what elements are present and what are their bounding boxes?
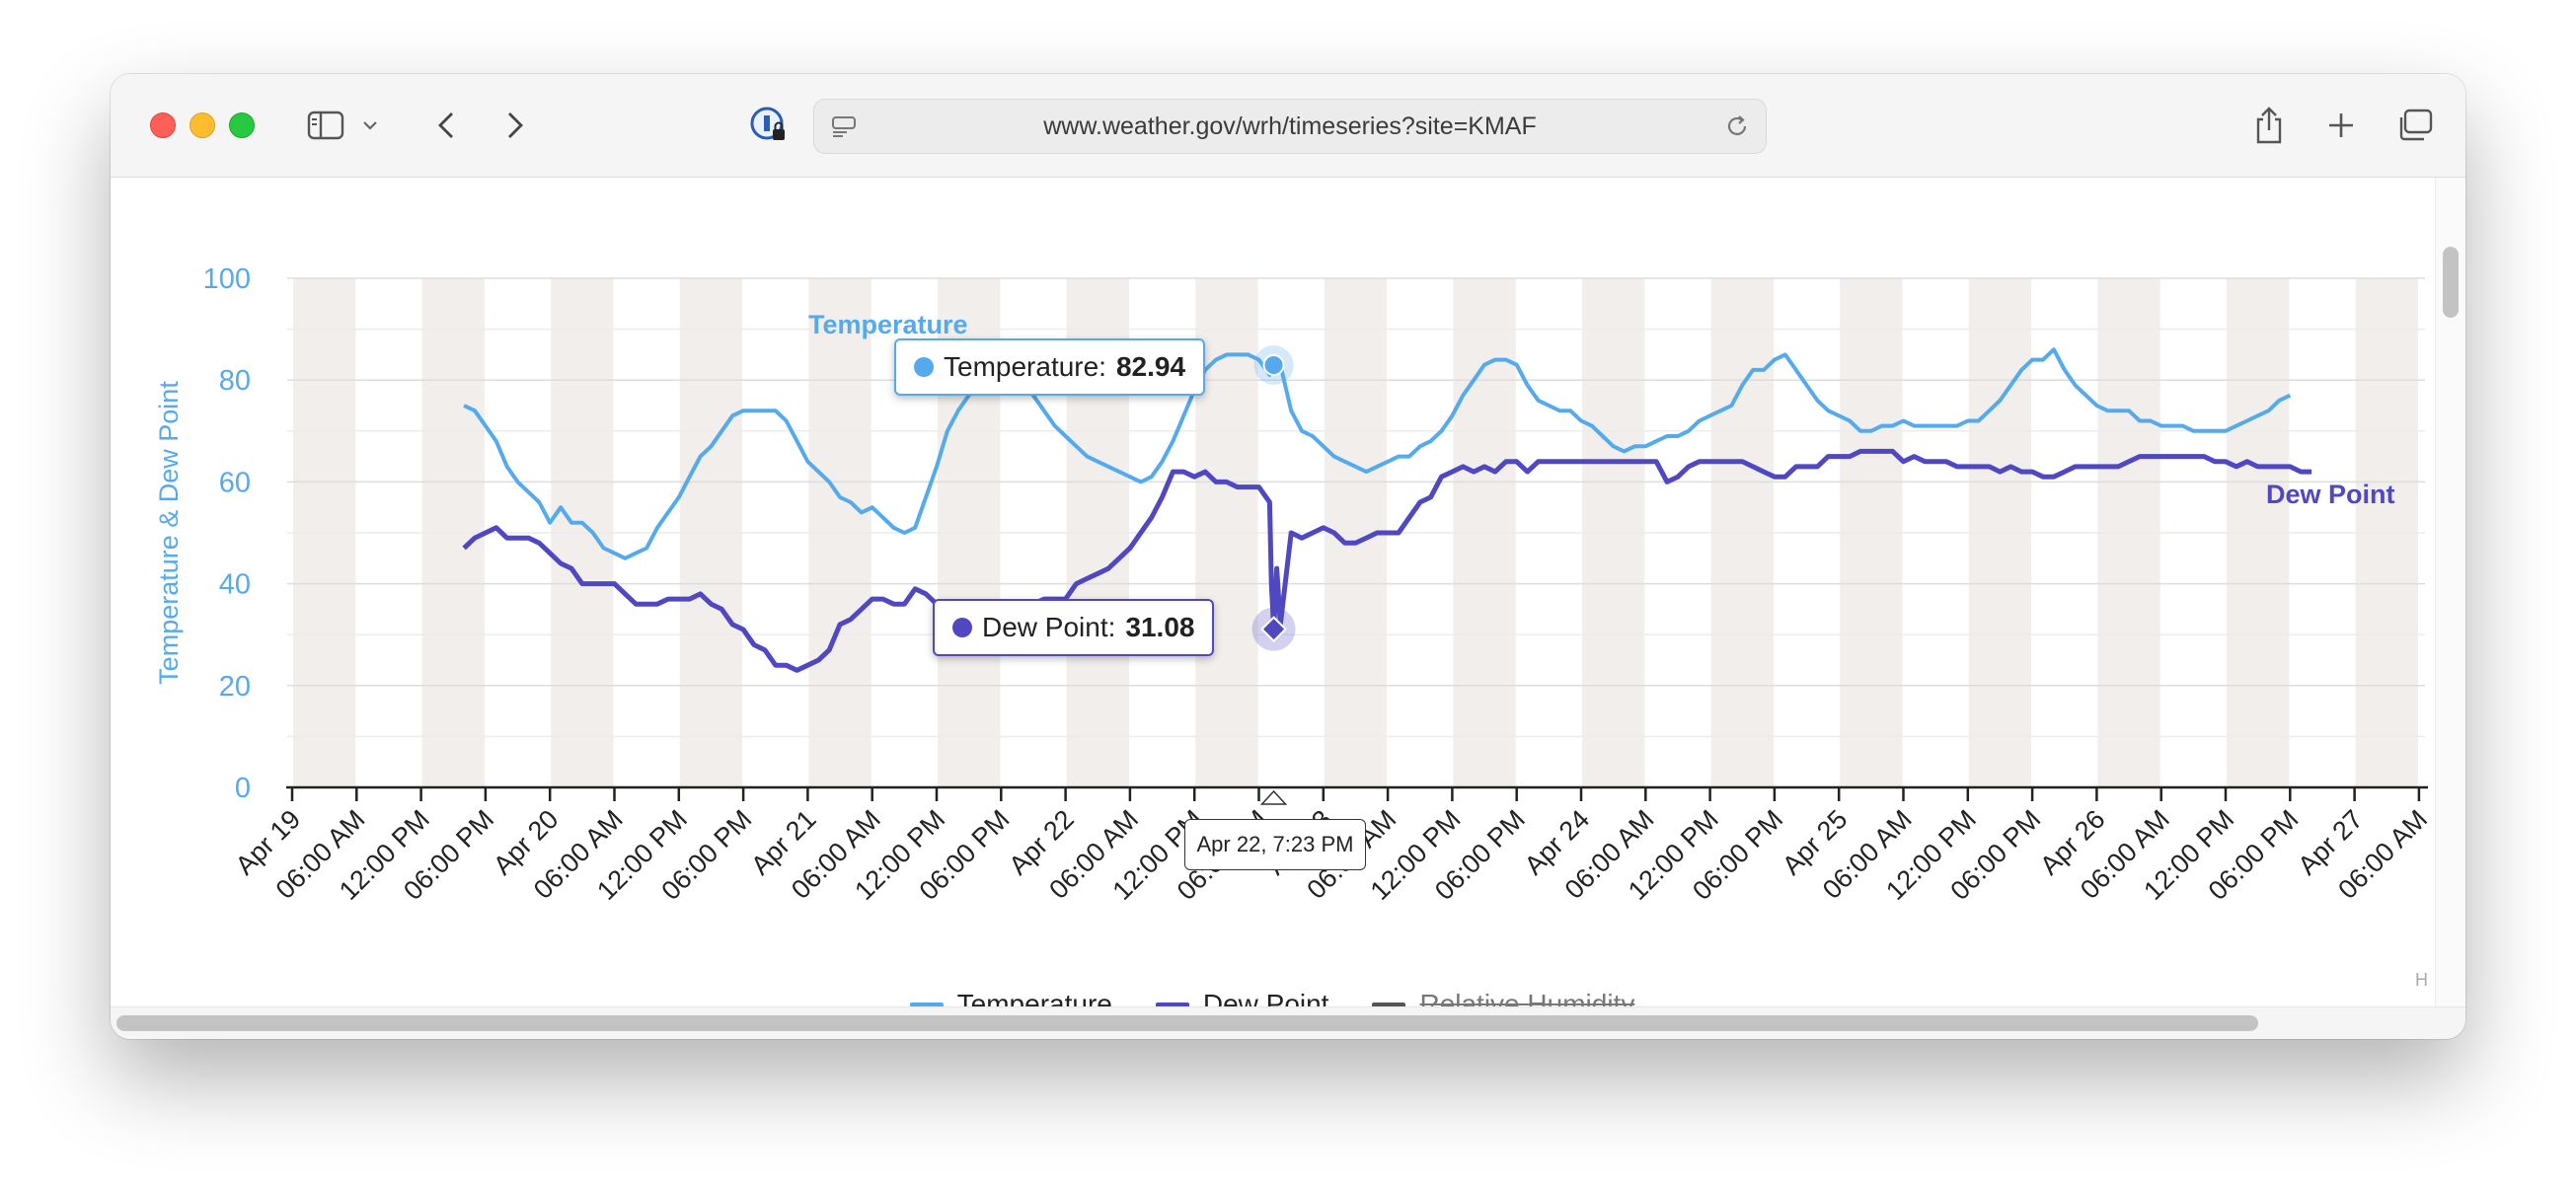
y-tick-label: 20 [219, 671, 251, 703]
address-bar[interactable]: www.weather.gov/wrh/timeseries?site=KMAF [813, 99, 1767, 154]
chevron-down-icon[interactable] [357, 98, 383, 153]
share-icon[interactable] [2247, 98, 2291, 153]
minimize-window-button[interactable] [189, 112, 215, 138]
page-menu-icon[interactable] [826, 100, 862, 153]
browser-window: www.weather.gov/wrh/timeseries?site=KMAF… [111, 74, 2465, 1039]
dew-point-series-annotation: Dew Point [2266, 480, 2395, 509]
temperature-tooltip-label: Temperature: [944, 351, 1106, 382]
y-tick-label: 40 [219, 569, 251, 601]
horizontal-scrollbar[interactable] [111, 1006, 2465, 1039]
temperature-dot-icon [914, 357, 934, 377]
temperature-series-line[interactable] [463, 347, 2292, 560]
dew-point-tooltip: Dew Point: 31.08 [933, 599, 1215, 656]
dew-point-legend-swatch [1155, 1002, 1189, 1007]
title-bar: www.weather.gov/wrh/timeseries?site=KMAF [111, 74, 2465, 178]
dew-point-series-line[interactable] [462, 448, 2312, 673]
x-crosshair-label: Apr 22, 7:23 PM [1184, 819, 1366, 870]
dew-point-hover-point[interactable] [1260, 616, 1287, 643]
dew-point-dot-icon [952, 618, 972, 637]
horizontal-scroll-thumb[interactable] [116, 1015, 2258, 1031]
corner-credit-mark: H [2415, 970, 2428, 990]
temperature-series-annotation: Temperature [808, 310, 968, 339]
vertical-scrollbar[interactable] [2435, 178, 2465, 1006]
dew-point-tooltip-value: 31.08 [1125, 612, 1195, 642]
y-axis-label: Temperature & Dew Point [154, 381, 184, 685]
new-tab-icon[interactable] [2319, 98, 2363, 153]
temperature-hover-point[interactable] [1262, 354, 1285, 377]
page-content: 0 20 40 60 80 100 Temperature & Dew Point Apr 1… [111, 178, 2434, 1039]
close-window-button[interactable] [150, 112, 176, 138]
zoom-window-button[interactable] [229, 112, 255, 138]
relative-humidity-legend-swatch [1372, 1002, 1406, 1007]
temperature-tooltip-value: 82.94 [1115, 351, 1186, 382]
password-manager-icon[interactable] [747, 98, 791, 153]
vertical-scroll-thumb[interactable] [2443, 247, 2459, 318]
reload-icon[interactable] [1720, 100, 1754, 153]
temperature-legend-swatch [909, 1002, 944, 1007]
y-tick-label: 80 [219, 365, 251, 397]
back-arrow-icon[interactable] [426, 98, 466, 153]
x-crosshair-caret [1259, 789, 1288, 805]
temperature-tooltip: Temperature: 82.94 [894, 338, 1206, 396]
url-text[interactable]: www.weather.gov/wrh/timeseries?site=KMAF [1043, 112, 1537, 140]
dew-point-tooltip-label: Dew Point: [982, 612, 1116, 642]
tab-overview-icon[interactable] [2390, 98, 2440, 153]
y-tick-label: 0 [235, 773, 251, 804]
y-tick-label: 60 [219, 467, 251, 498]
forward-arrow-icon[interactable] [495, 98, 535, 153]
sidebar-toggle-icon[interactable] [303, 98, 348, 153]
y-tick-label: 100 [203, 263, 251, 295]
